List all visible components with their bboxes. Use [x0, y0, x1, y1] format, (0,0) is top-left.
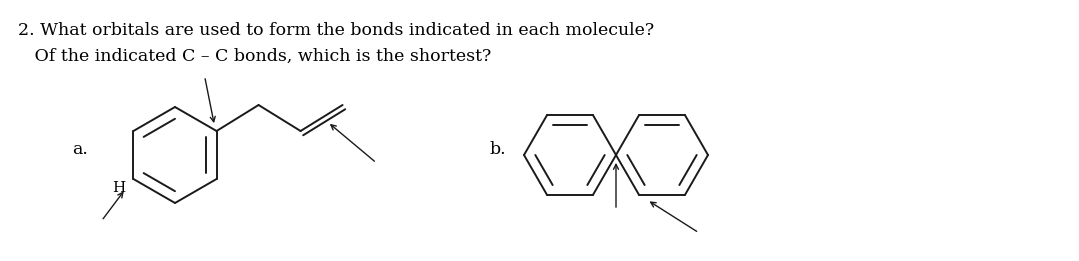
Text: Of the indicated C – C bonds, which is the shortest?: Of the indicated C – C bonds, which is t…: [18, 48, 491, 65]
Text: a.: a.: [72, 141, 87, 158]
Text: 2. What orbitals are used to form the bonds indicated in each molecule?: 2. What orbitals are used to form the bo…: [18, 22, 654, 39]
Text: H: H: [112, 181, 125, 195]
Text: b.: b.: [490, 141, 507, 158]
